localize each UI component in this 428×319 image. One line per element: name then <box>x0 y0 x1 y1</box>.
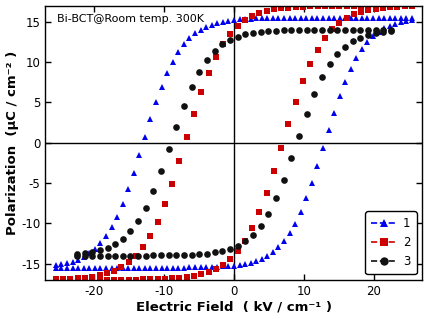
Text: Bi-BCT@Room temp. 300K: Bi-BCT@Room temp. 300K <box>57 14 204 24</box>
Legend: 1, 2, 3: 1, 2, 3 <box>366 211 416 274</box>
Y-axis label: Polarization  (μC / cm⁻² ): Polarization (μC / cm⁻² ) <box>6 50 18 235</box>
X-axis label: Electric Field  ( kV / cm⁻¹ ): Electric Field ( kV / cm⁻¹ ) <box>136 300 332 314</box>
